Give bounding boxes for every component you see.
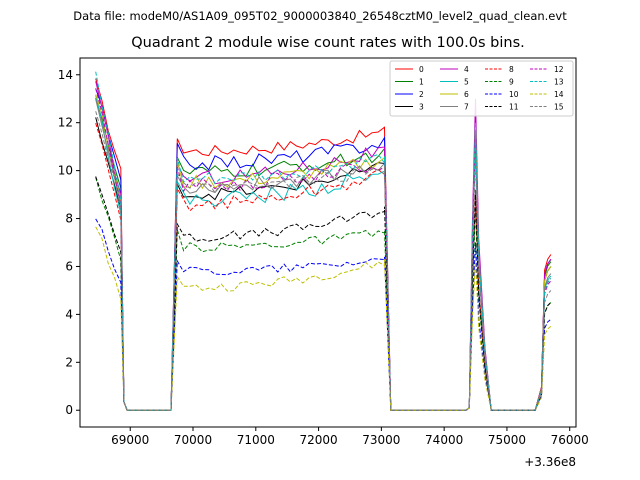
y-tick-label: 14 (58, 68, 73, 82)
legend-label-3: 3 (419, 103, 424, 112)
legend-label-1: 1 (419, 78, 424, 87)
chart-title: Quadrant 2 module wise count rates with … (131, 35, 525, 51)
y-tick-label: 4 (65, 307, 73, 321)
y-tick-label: 10 (58, 164, 73, 178)
legend-box (389, 60, 574, 117)
y-tick-label: 2 (65, 355, 73, 369)
series-line-7 (95, 99, 552, 411)
series-line-13 (95, 71, 552, 411)
legend-label-9: 9 (509, 78, 514, 87)
legend-label-11: 11 (509, 103, 519, 112)
series-line-8 (95, 123, 552, 411)
legend-label-8: 8 (509, 65, 514, 74)
x-tick-label: 75000 (488, 433, 526, 447)
x-tick-label: 72000 (299, 433, 337, 447)
legend-label-5: 5 (464, 78, 469, 87)
y-tick-label: 8 (65, 212, 73, 226)
legend-label-0: 0 (419, 65, 424, 74)
x-axis: 69000 70000 71000 72000 73000 74000 75000 76000 (111, 427, 589, 447)
legend-label-6: 6 (464, 90, 469, 99)
y-tick-label: 6 (65, 259, 73, 273)
x-tick-label: 69000 (111, 433, 149, 447)
legend-label-14: 14 (554, 90, 564, 99)
y-axis: 0 2 4 6 8 10 12 14 (58, 68, 80, 417)
series-line-5 (95, 95, 552, 411)
series-line-14 (95, 226, 552, 411)
series-line-6 (95, 94, 552, 411)
y-tick-label: 12 (58, 116, 73, 130)
x-tick-label: 70000 (174, 433, 212, 447)
x-tick-label: 76000 (551, 433, 589, 447)
legend-label-2: 2 (419, 90, 424, 99)
series-line-1 (95, 97, 552, 411)
legend-label-10: 10 (509, 90, 519, 99)
y-tick-label: 0 (65, 403, 73, 417)
x-tick-label: 71000 (237, 433, 275, 447)
x-tick-label: 73000 (362, 433, 400, 447)
series-line-15 (95, 111, 552, 411)
suptitle: Data file: modeM0/AS1A09_095T02_90000038… (73, 9, 567, 23)
legend-label-7: 7 (464, 103, 469, 112)
series-lines (95, 71, 552, 411)
legend-label-4: 4 (464, 65, 469, 74)
legend-label-13: 13 (554, 78, 564, 87)
series-line-9 (95, 177, 552, 411)
x-tick-label: 74000 (425, 433, 463, 447)
series-line-11 (95, 176, 552, 411)
legend-label-15: 15 (554, 103, 564, 112)
plot-frame (79, 57, 577, 428)
x-offset-label: +3.36e8 (524, 455, 576, 469)
legend-label-12: 12 (554, 65, 564, 74)
